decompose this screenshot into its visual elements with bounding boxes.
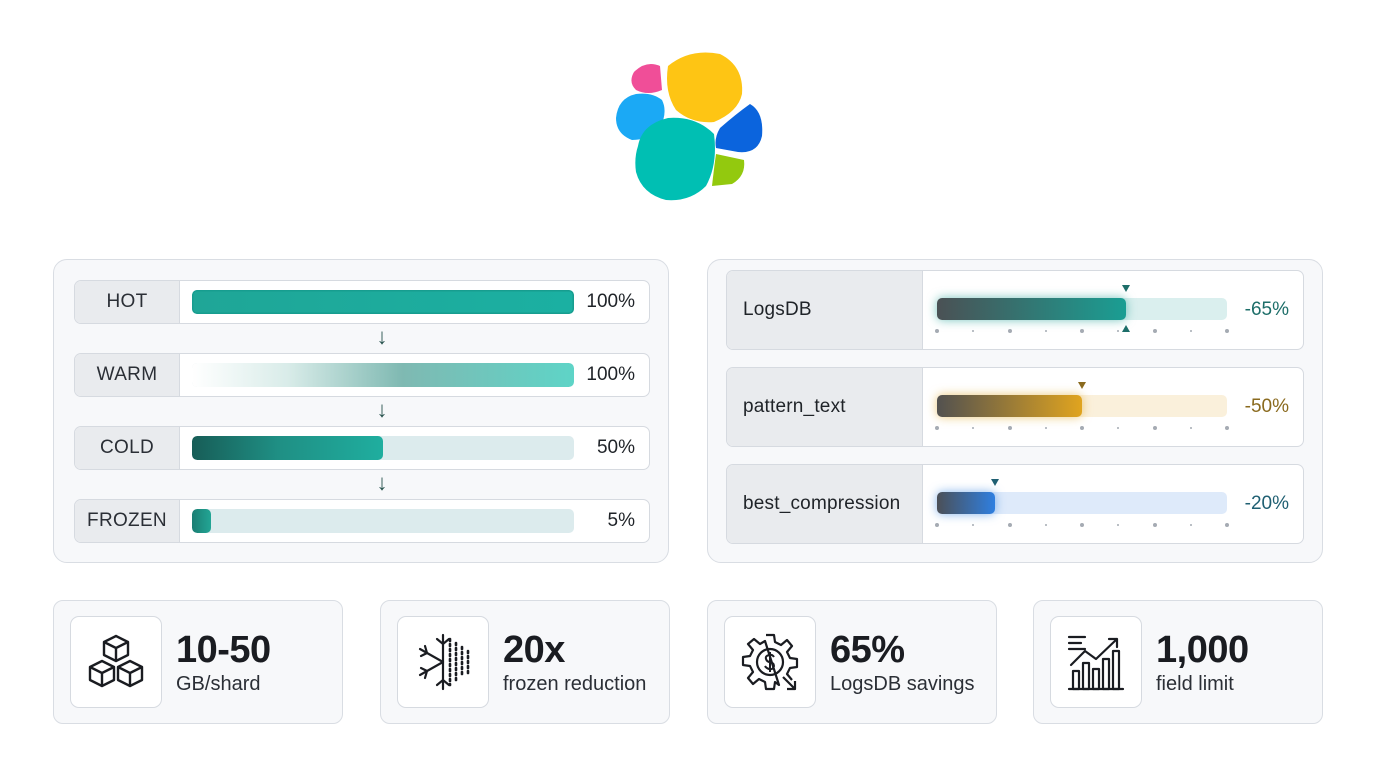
- tier-label: WARM: [75, 354, 180, 396]
- scale-tick: [1225, 523, 1229, 527]
- compression-bar: [937, 285, 1227, 332]
- scale-tick: [1225, 329, 1229, 333]
- scale-tick: [1044, 524, 1047, 526]
- scale-tick: [1080, 523, 1084, 527]
- scale-tick: [1117, 330, 1120, 332]
- stat-value: 65%: [830, 629, 905, 671]
- tier-progress-fill: [192, 436, 383, 460]
- compression-fill: [937, 395, 1082, 417]
- tier-label: FROZEN: [75, 500, 180, 542]
- stat-label: GB/shard: [176, 673, 261, 695]
- scale-tick: [1007, 523, 1012, 527]
- scale-tick: [1007, 329, 1012, 333]
- arrow-down-icon: ↓: [376, 470, 388, 495]
- compression-row-best-compression: best_compression -20%: [726, 464, 1304, 544]
- scale-tick: [1189, 330, 1192, 332]
- scale-tick: [1044, 427, 1047, 429]
- scale-tick: [935, 329, 939, 333]
- scale-tick: [972, 427, 975, 429]
- scale-ticks: [935, 523, 1229, 529]
- arrow-down-icon: ↓: [376, 397, 388, 422]
- marker-triangle-icon: [1121, 285, 1130, 292]
- tier-row-cold: COLD 50%: [74, 426, 650, 470]
- stat-card-field-limit: 1,000 field limit: [1033, 600, 1323, 724]
- tier-label: COLD: [75, 427, 180, 469]
- storage-tiers-panel: HOT 100% ↓ WARM 100% ↓ COLD 50% ↓ FROZEN…: [53, 259, 669, 563]
- scale-tick: [1080, 426, 1084, 430]
- compression-value: -50%: [1244, 396, 1289, 417]
- growth-chart-icon: [1050, 616, 1142, 708]
- compression-row-logsdb: LogsDB -65%: [726, 270, 1304, 350]
- tier-row-warm: WARM 100%: [74, 353, 650, 397]
- scale-tick: [1080, 329, 1084, 333]
- scale-tick: [935, 523, 939, 527]
- stat-label: frozen reduction: [503, 673, 647, 695]
- scale-tick: [1044, 330, 1047, 332]
- tier-label: HOT: [75, 281, 180, 323]
- marker-triangle-icon: [991, 479, 999, 486]
- stat-card-frozen-reduction: 20x frozen reduction: [380, 600, 670, 724]
- gear-dollar-icon: [724, 616, 816, 708]
- scale-tick: [1117, 524, 1120, 526]
- arrow-down-icon: ↓: [376, 324, 388, 349]
- scale-tick: [1189, 524, 1192, 526]
- compression-value: -65%: [1244, 299, 1289, 320]
- tier-progress-fill: [192, 290, 574, 314]
- tier-progress-bar: [192, 363, 574, 387]
- compression-bar: [937, 479, 1227, 514]
- tier-progress-bar: [192, 436, 574, 460]
- tier-value: 100%: [586, 291, 635, 312]
- stat-card-logsdb-savings: 65% LogsDB savings: [707, 600, 997, 724]
- scale-tick: [1152, 329, 1157, 333]
- scale-ticks: [935, 329, 1229, 335]
- compression-label: pattern_text: [727, 368, 923, 446]
- compression-value: -20%: [1244, 493, 1289, 514]
- tier-row-hot: HOT 100%: [74, 280, 650, 324]
- compression-row-pattern-text: pattern_text -50%: [726, 367, 1304, 447]
- stat-value: 1,000: [1156, 629, 1249, 671]
- marker-triangle-up-icon: [1121, 325, 1130, 332]
- cubes-icon: [70, 616, 162, 708]
- scale-tick: [935, 426, 939, 430]
- compression-fill: [937, 298, 1126, 320]
- scale-tick: [1152, 523, 1157, 527]
- scale-tick: [1189, 427, 1192, 429]
- scale-tick: [1007, 426, 1012, 430]
- compression-label: LogsDB: [727, 271, 923, 349]
- compression-panel: LogsDB -65% pattern_text -50% best_compr…: [707, 259, 1323, 563]
- snowflake-data-icon: [397, 616, 489, 708]
- stat-value: 20x: [503, 629, 565, 671]
- stat-card-shard-size: 10-50 GB/shard: [53, 600, 343, 724]
- tier-value: 100%: [586, 364, 635, 385]
- marker-triangle-icon: [1078, 382, 1086, 389]
- elastic-logo: [616, 52, 763, 201]
- scale-tick: [972, 524, 975, 526]
- compression-label: best_compression: [727, 465, 923, 543]
- stat-label: LogsDB savings: [830, 673, 975, 695]
- tier-progress-fill: [192, 363, 574, 387]
- scale-ticks: [935, 426, 1229, 432]
- scale-tick: [1152, 426, 1157, 430]
- scale-tick: [972, 330, 975, 332]
- tier-progress-fill: [192, 509, 212, 533]
- tier-row-frozen: FROZEN 5%: [74, 499, 650, 543]
- compression-fill: [937, 492, 995, 514]
- tier-value: 50%: [596, 437, 635, 458]
- stat-value: 10-50: [176, 629, 271, 671]
- tier-progress-bar: [192, 509, 574, 533]
- compression-bar: [937, 382, 1227, 417]
- tier-value: 5%: [607, 510, 635, 531]
- scale-tick: [1117, 427, 1120, 429]
- tier-progress-bar: [192, 290, 574, 314]
- scale-tick: [1225, 426, 1229, 430]
- stat-label: field limit: [1156, 673, 1234, 695]
